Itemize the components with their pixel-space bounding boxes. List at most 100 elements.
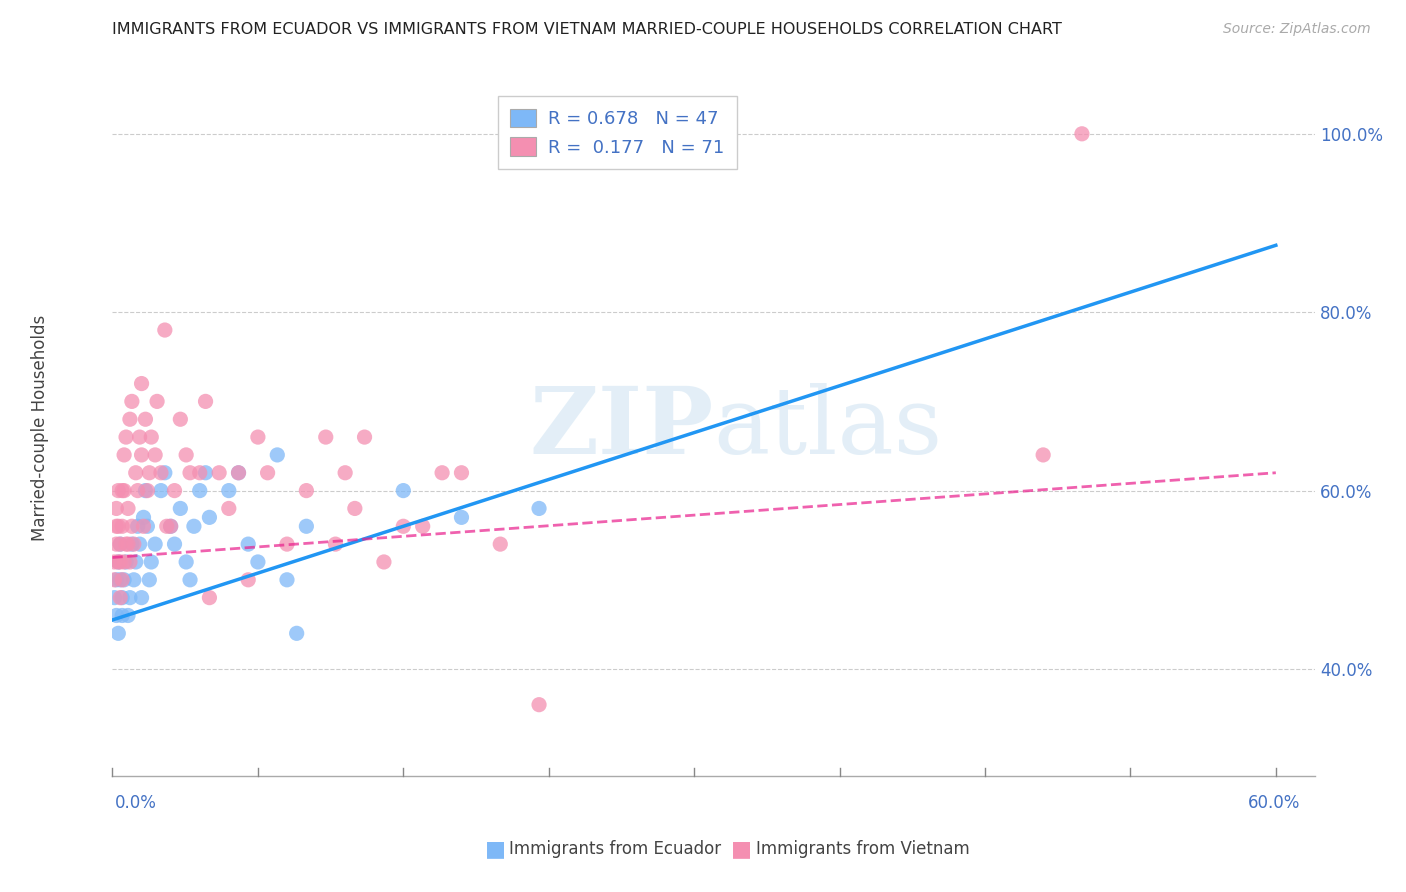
Point	[131, 448, 153, 462]
Point	[131, 376, 153, 391]
Point	[132, 510, 155, 524]
Text: ZIP: ZIP	[529, 384, 713, 473]
Text: IMMIGRANTS FROM ECUADOR VS IMMIGRANTS FROM VIETNAM MARRIED-COUPLE HOUSEHOLDS COR: IMMIGRANTS FROM ECUADOR VS IMMIGRANTS FR…	[112, 22, 1063, 37]
Point	[110, 537, 132, 551]
Text: Immigrants from Ecuador: Immigrants from Ecuador	[509, 840, 721, 858]
Point	[527, 501, 550, 516]
Point	[246, 555, 269, 569]
Point	[412, 519, 434, 533]
Point	[103, 591, 125, 605]
Point	[228, 466, 250, 480]
Point	[103, 573, 125, 587]
Point	[138, 573, 160, 587]
Point	[159, 519, 181, 533]
Point	[128, 430, 150, 444]
Point	[136, 483, 159, 498]
Point	[228, 466, 250, 480]
Point	[115, 555, 138, 569]
Point	[110, 537, 132, 551]
Point	[218, 501, 240, 516]
Point	[115, 537, 138, 551]
Text: 60.0%: 60.0%	[1249, 794, 1301, 812]
Point	[266, 448, 288, 462]
Point	[112, 483, 135, 498]
Point	[127, 519, 149, 533]
Point	[179, 466, 201, 480]
Point	[105, 537, 128, 551]
Point	[194, 394, 217, 409]
Point	[110, 573, 132, 587]
Text: 0.0%: 0.0%	[115, 794, 157, 812]
Legend: R = 0.678   N = 47, R =  0.177   N = 71: R = 0.678 N = 47, R = 0.177 N = 71	[498, 96, 737, 169]
Point	[194, 466, 217, 480]
Point	[117, 608, 139, 623]
Point	[122, 537, 145, 551]
Text: Married-couple Households: Married-couple Households	[31, 315, 49, 541]
Point	[107, 555, 129, 569]
Point	[134, 483, 156, 498]
Point	[1032, 448, 1054, 462]
Point	[430, 466, 453, 480]
Point	[174, 448, 197, 462]
Point	[198, 591, 221, 605]
Point	[128, 537, 150, 551]
Point	[276, 537, 298, 551]
Point	[143, 448, 166, 462]
Point	[118, 591, 141, 605]
Point	[218, 483, 240, 498]
Point	[198, 510, 221, 524]
Point	[121, 394, 143, 409]
Point	[107, 555, 129, 569]
Point	[169, 501, 191, 516]
Point	[392, 483, 415, 498]
Point	[110, 591, 132, 605]
Point	[179, 573, 201, 587]
Point	[353, 430, 375, 444]
Point	[188, 466, 211, 480]
Point	[112, 555, 135, 569]
Point	[115, 430, 138, 444]
Point	[153, 466, 176, 480]
Point	[246, 430, 269, 444]
Point	[256, 466, 278, 480]
Point	[141, 555, 163, 569]
Text: ■: ■	[731, 839, 752, 859]
Point	[111, 591, 134, 605]
Point	[159, 519, 181, 533]
Point	[238, 573, 260, 587]
Point	[131, 591, 153, 605]
Point	[238, 537, 260, 551]
Point	[163, 483, 186, 498]
Point	[373, 555, 395, 569]
Point	[146, 394, 169, 409]
Point	[105, 608, 128, 623]
Point	[343, 501, 366, 516]
Point	[121, 519, 143, 533]
Point	[138, 466, 160, 480]
Point	[107, 626, 129, 640]
Point	[121, 537, 143, 551]
Point	[276, 573, 298, 587]
Text: atlas: atlas	[713, 384, 943, 473]
Point	[183, 519, 205, 533]
Point	[117, 537, 139, 551]
Point	[132, 519, 155, 533]
Point	[105, 573, 128, 587]
Point	[118, 412, 141, 426]
Point	[333, 466, 356, 480]
Point	[295, 519, 318, 533]
Point	[107, 483, 129, 498]
Point	[122, 573, 145, 587]
Point	[118, 555, 141, 569]
Point	[112, 573, 135, 587]
Point	[174, 555, 197, 569]
Point	[156, 519, 179, 533]
Point	[103, 555, 125, 569]
Point	[111, 608, 134, 623]
Point	[143, 537, 166, 551]
Point	[110, 555, 132, 569]
Point	[111, 519, 134, 533]
Text: ■: ■	[485, 839, 506, 859]
Point	[450, 510, 472, 524]
Point	[105, 519, 128, 533]
